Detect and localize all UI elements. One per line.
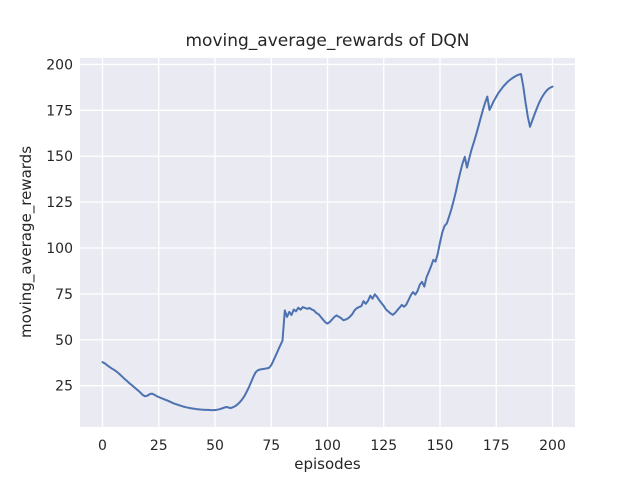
x-tick-label: 25 bbox=[150, 438, 168, 454]
y-tick-label: 150 bbox=[46, 149, 73, 165]
x-tick-label: 125 bbox=[370, 438, 397, 454]
x-tick-label: 150 bbox=[427, 438, 454, 454]
y-tick-label: 200 bbox=[46, 57, 73, 73]
x-tick-label: 175 bbox=[483, 438, 510, 454]
y-tick-label: 75 bbox=[55, 287, 73, 303]
x-tick-label: 0 bbox=[98, 438, 107, 454]
x-tick-label: 75 bbox=[262, 438, 280, 454]
x-tick-label: 200 bbox=[539, 438, 566, 454]
data-line-dqn bbox=[101, 73, 554, 412]
y-tick-label: 25 bbox=[55, 379, 73, 395]
chart-title: moving_average_rewards of DQN bbox=[185, 31, 470, 51]
y-tick-label: 100 bbox=[46, 241, 73, 257]
x-axis-label: episodes bbox=[294, 455, 361, 473]
y-tick-label: 175 bbox=[46, 103, 73, 119]
y-axis-label: moving_average_rewards bbox=[17, 145, 35, 339]
y-tick-label: 50 bbox=[55, 333, 73, 349]
y-tick-label: 125 bbox=[46, 195, 73, 211]
x-tick-label: 50 bbox=[206, 438, 224, 454]
x-tick-label: 100 bbox=[314, 438, 341, 454]
